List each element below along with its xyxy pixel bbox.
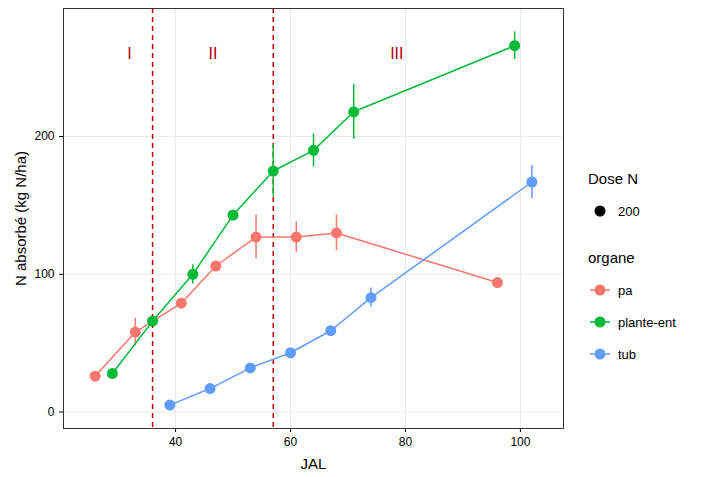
html-text:plante-ent: plante-ent <box>618 314 676 330</box>
svg-text:200: 200 <box>34 129 54 143</box>
html-text:pa: pa <box>618 282 633 298</box>
html-text:organe: organe <box>588 249 635 266</box>
html-text:200: 200 <box>618 203 640 219</box>
svg-text:II: II <box>208 45 217 62</box>
html-text:tub: tub <box>618 346 637 362</box>
svg-text:0: 0 <box>48 405 55 419</box>
svg-text:100: 100 <box>510 435 530 449</box>
svg-text:80: 80 <box>399 435 413 449</box>
svg-text:60: 60 <box>284 435 298 449</box>
svg-text:40: 40 <box>169 435 183 449</box>
svg-text:JAL: JAL <box>301 455 327 472</box>
svg-text:III: III <box>390 45 403 62</box>
svg-text:N absorbé (kg N/ha): N absorbé (kg N/ha) <box>12 151 29 286</box>
svg-text:I: I <box>127 45 131 62</box>
svg-text:100: 100 <box>34 267 54 281</box>
html-text:Dose N: Dose N <box>588 170 638 187</box>
